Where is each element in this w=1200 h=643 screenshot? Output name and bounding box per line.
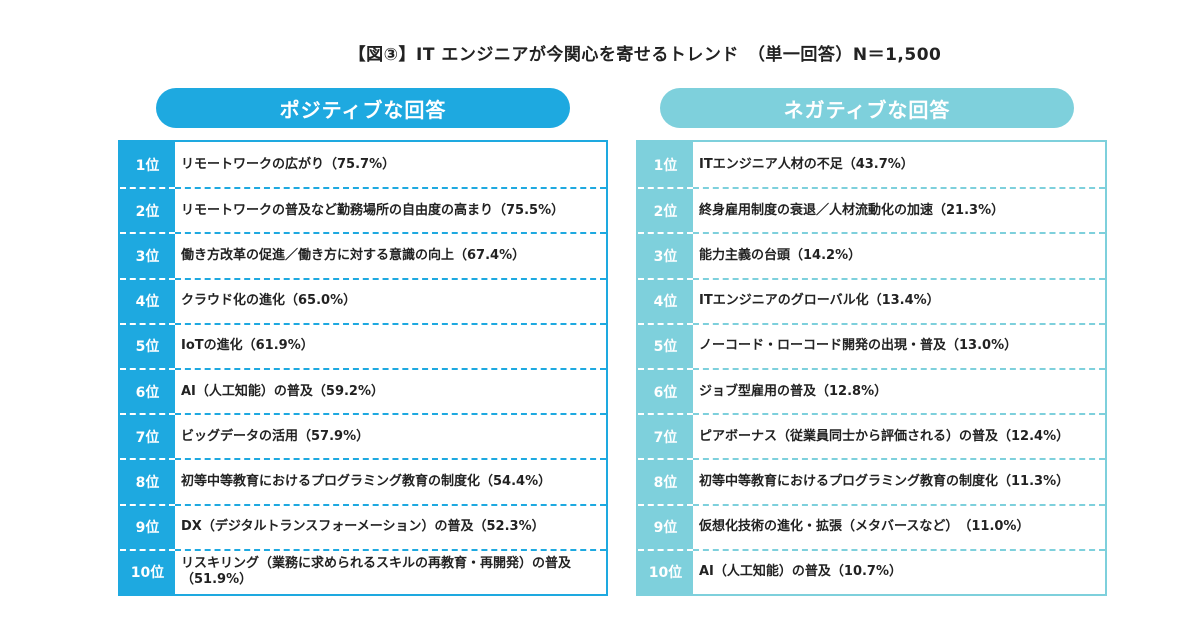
rank-label: 4位 — [638, 277, 693, 323]
rank-label: 8位 — [638, 458, 693, 503]
list-item: IoTの進化（61.9%） — [175, 322, 606, 368]
rank-label: 7位 — [638, 413, 693, 458]
negative-heading: ネガティブな回答 — [660, 88, 1074, 128]
rank-label: 2位 — [120, 187, 175, 232]
positive-panel: ポジティブな回答 1位 2位 3位 4位 5位 6位 7位 8位 9位 10位 … — [118, 88, 608, 596]
list-item: 終身雇用制度の衰退／人材流動化の加速（21.3%） — [693, 187, 1105, 232]
rank-label: 3位 — [120, 232, 175, 277]
list-item: ピアボーナス（従業員同士から評価される）の普及（12.4%） — [693, 413, 1105, 458]
list-item: ビッグデータの活用（57.9%） — [175, 413, 606, 458]
rank-label: 3位 — [638, 232, 693, 277]
list-item: リモートワークの普及など勤務場所の自由度の高まり（75.5%） — [175, 187, 606, 232]
rank-label: 5位 — [120, 322, 175, 368]
rank-label: 4位 — [120, 277, 175, 323]
rank-label: 5位 — [638, 322, 693, 368]
rank-label: 1位 — [135, 157, 160, 174]
negative-item-column: ITエンジニア人材の不足（43.7%） 終身雇用制度の衰退／人材流動化の加速（2… — [693, 142, 1105, 594]
chart-title: 【図③】IT エンジニアが今関心を寄せるトレンド （単一回答）N＝1,500 — [348, 45, 942, 65]
list-item: ITエンジニアのグローバル化（13.4%） — [693, 277, 1105, 323]
list-item: 初等中等教育におけるプログラミング教育の制度化（54.4%） — [175, 458, 606, 503]
rank-label: 9位 — [120, 503, 175, 549]
list-item: 働き方改革の促進／働き方に対する意識の向上（67.4%） — [175, 232, 606, 277]
negative-panel: ネガティブな回答 1位 2位 3位 4位 5位 6位 7位 8位 9位 10位 … — [636, 88, 1107, 596]
list-item: 仮想化技術の進化・拡張（メタバースなど） （11.0%） — [693, 503, 1105, 549]
list-item: ノーコード・ローコード開発の出現・普及（13.0%） — [693, 322, 1105, 368]
list-item: リモートワークの広がり（75.7%） — [181, 156, 396, 172]
positive-table: 1位 2位 3位 4位 5位 6位 7位 8位 9位 10位 リモートワークの広… — [118, 140, 608, 596]
negative-rank-column: 1位 2位 3位 4位 5位 6位 7位 8位 9位 10位 — [638, 142, 693, 594]
list-item: AI（人工知能）の普及（59.2%） — [175, 367, 606, 413]
list-item: AI（人工知能）の普及（10.7%） — [693, 548, 1105, 594]
positive-rank-column: 1位 2位 3位 4位 5位 6位 7位 8位 9位 10位 — [120, 142, 175, 594]
list-item: DX（デジタルトランスフォーメーション）の普及（52.3%） — [175, 503, 606, 549]
rank-label: 7位 — [120, 413, 175, 458]
list-item: リスキリング（業務に求められるスキルの再教育・再開発）の普及（51.9%） — [175, 548, 606, 594]
list-item: 能力主義の台頭（14.2%） — [693, 232, 1105, 277]
negative-table: 1位 2位 3位 4位 5位 6位 7位 8位 9位 10位 ITエンジニア人材… — [636, 140, 1107, 596]
rank-label: 2位 — [638, 187, 693, 232]
rank-label: 6位 — [120, 367, 175, 413]
rank-label: 10位 — [120, 548, 175, 594]
list-item: ジョブ型雇用の普及（12.8%） — [693, 367, 1105, 413]
list-item: ITエンジニア人材の不足（43.7%） — [699, 156, 914, 172]
rank-label: 10位 — [638, 548, 693, 594]
list-item: クラウド化の進化（65.0%） — [175, 277, 606, 323]
rank-label: 9位 — [638, 503, 693, 549]
rank-label: 8位 — [120, 458, 175, 503]
rank-label: 1位 — [653, 157, 678, 174]
positive-heading: ポジティブな回答 — [156, 88, 570, 128]
list-item: 初等中等教育におけるプログラミング教育の制度化（11.3%） — [693, 458, 1105, 503]
positive-item-column: リモートワークの広がり（75.7%） リモートワークの普及など勤務場所の自由度の… — [175, 142, 606, 594]
rank-label: 6位 — [638, 367, 693, 413]
